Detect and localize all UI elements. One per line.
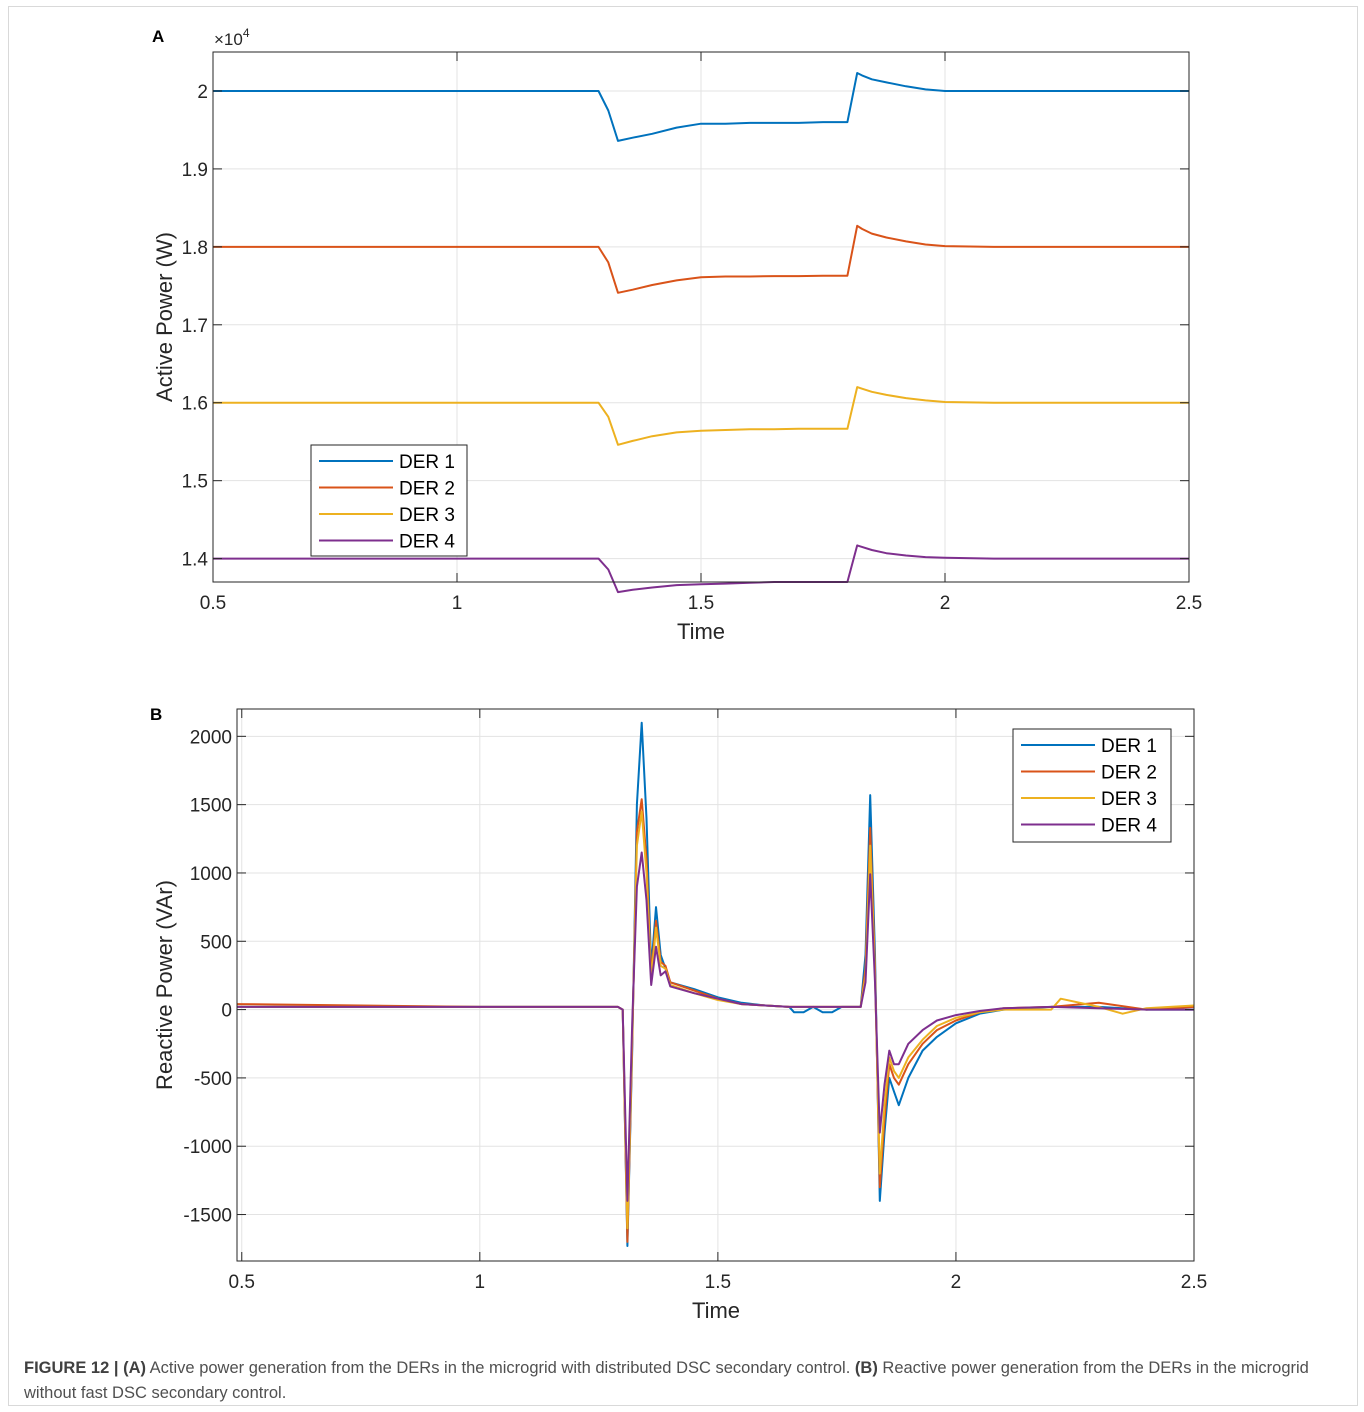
caption-a-text: Active power generation from the DERs in… xyxy=(149,1359,851,1377)
y-tick-label: 1000 xyxy=(190,864,232,885)
y-tick-label: -1000 xyxy=(183,1137,232,1158)
x-tick-label: 1.5 xyxy=(705,1272,731,1293)
y-tick-label: 1.5 xyxy=(182,472,208,493)
y-tick-label: -500 xyxy=(194,1069,232,1090)
panel-a-tag: A xyxy=(152,27,164,46)
series-line-der-2 xyxy=(213,224,1189,294)
y-tick-label: 2 xyxy=(197,82,208,103)
panel-a-legend: DER 1 DER 2 DER 3 DER 4 xyxy=(310,444,468,557)
x-tick-label: 1 xyxy=(452,593,463,614)
series-line-der-1 xyxy=(237,721,1194,1247)
y-tick-label: 2000 xyxy=(190,727,232,748)
panel-a-y-exponent: ×104 xyxy=(214,26,250,49)
y-tick-label: 1.7 xyxy=(182,316,208,337)
panel-b-x-tick-labels: 0.5 1 1.5 2 2.5 xyxy=(229,1272,1208,1293)
panel-b-ticks xyxy=(237,709,1195,1261)
panel-a-x-axis-label: Time xyxy=(677,619,725,644)
x-tick-label: 2 xyxy=(940,593,951,614)
caption-b-tag: (B) xyxy=(854,1359,878,1377)
series-line-der-4 xyxy=(237,851,1194,1202)
x-tick-label: 0.5 xyxy=(229,1272,255,1293)
panel-b-y-tick-labels: -1500 -1000 -500 0 500 1000 1500 2000 xyxy=(183,727,232,1226)
y-tick-label: 1.9 xyxy=(182,160,208,181)
panel-b-axes-box xyxy=(236,708,1195,1262)
y-tick-label: 1.4 xyxy=(182,550,209,571)
x-tick-label: 1.5 xyxy=(688,593,714,614)
x-tick-label: 1 xyxy=(475,1272,486,1293)
y-tick-label: 1.6 xyxy=(182,394,208,415)
panel-b-y-axis-label: Reactive Power (VAr) xyxy=(152,880,177,1090)
figure-canvas: A 0.5 1 1.5 2 2.5 1.4 1.5 1.6 1.7 1.8 1.9 2 ×104 T… xyxy=(150,26,1207,1323)
series-line-der-1 xyxy=(213,72,1189,142)
panel-b: B 0.5 1 1.5 2 2.5 -1500 -1000 -500 0 500 1000 1500… xyxy=(150,705,1207,1323)
legend-label: DER 1 xyxy=(399,452,455,473)
x-tick-label: 0.5 xyxy=(200,593,226,614)
y-tick-label: 0 xyxy=(221,1001,232,1022)
panel-a-x-tick-labels: 0.5 1 1.5 2 2.5 xyxy=(200,593,1202,614)
x-tick-label: 2 xyxy=(951,1272,962,1293)
panel-a-y-axis-label: Active Power (W) xyxy=(152,232,177,402)
caption-b-text: Reactive power generation from the DERs … xyxy=(24,1359,1309,1402)
legend-label: DER 1 xyxy=(1101,736,1157,757)
legend-label: DER 2 xyxy=(1101,763,1157,784)
legend-label: DER 3 xyxy=(1101,789,1157,810)
panel-b-series xyxy=(236,721,1195,1247)
figure-frame xyxy=(8,6,1358,1406)
panel-b-x-axis-label: Time xyxy=(692,1298,740,1323)
panel-b-legend: DER 1 DER 2 DER 3 DER 4 xyxy=(1012,728,1172,843)
legend-box xyxy=(310,444,468,557)
x-tick-label: 2.5 xyxy=(1181,1272,1207,1293)
x-tick-label: 2.5 xyxy=(1176,593,1202,614)
panel-b-tag: B xyxy=(150,705,162,724)
caption-a-tag: (A) xyxy=(123,1359,146,1377)
legend-label: DER 4 xyxy=(1101,816,1157,837)
legend-label: DER 4 xyxy=(399,532,455,553)
y-tick-label: 1.8 xyxy=(182,238,208,259)
legend-label: DER 2 xyxy=(399,479,455,500)
panel-a-ticks xyxy=(212,52,1190,582)
y-tick-label: -1500 xyxy=(183,1206,232,1227)
figure-caption: FIGURE 12 | (A) Active power generation … xyxy=(24,1356,1344,1406)
legend-box xyxy=(1012,728,1172,843)
legend-label: DER 3 xyxy=(399,505,455,526)
y-tick-label: 1500 xyxy=(190,796,232,817)
series-line-der-3 xyxy=(213,386,1189,446)
caption-label: FIGURE 12 | xyxy=(24,1359,119,1377)
panel-a: A 0.5 1 1.5 2 2.5 1.4 1.5 1.6 1.7 1.8 1.9 2 ×104 T… xyxy=(152,26,1202,644)
panel-a-y-tick-labels: 1.4 1.5 1.6 1.7 1.8 1.9 2 xyxy=(182,82,209,571)
y-tick-label: 500 xyxy=(200,932,232,953)
